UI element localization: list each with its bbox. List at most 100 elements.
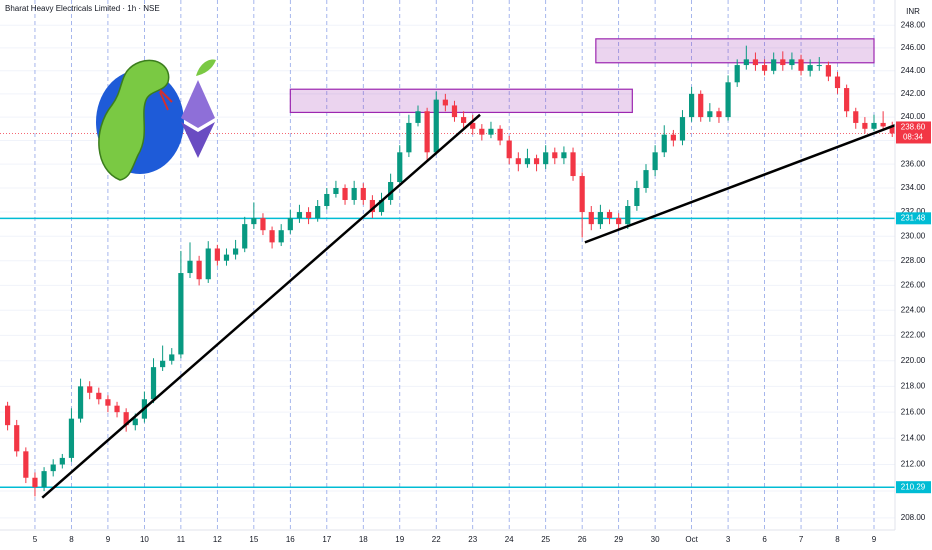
x-tick-label: 24 [505, 535, 514, 544]
candle-body [433, 99, 439, 153]
candle-body [5, 405, 11, 426]
candle-body [524, 158, 531, 165]
levels [0, 133, 895, 488]
y-tick-label: 224.00 [901, 305, 926, 314]
candle-body [397, 152, 403, 183]
candle-body [287, 218, 293, 231]
x-tick-label: 5 [33, 535, 38, 544]
candle-body [497, 128, 503, 141]
x-tick-label: 22 [432, 535, 441, 544]
candle-body [315, 206, 321, 219]
candle-body [251, 218, 257, 225]
zone [595, 38, 875, 64]
candle-body [424, 111, 430, 153]
candle-body [862, 122, 868, 129]
x-tick-label: 9 [106, 535, 111, 544]
chart-title: Bharat Heavy Electricals Limited · 1h · … [5, 4, 160, 13]
candle-body [716, 111, 722, 118]
candle-body [698, 93, 704, 118]
y-tick-label: 246.00 [901, 43, 926, 52]
candle-body [825, 65, 831, 77]
candle-body [889, 126, 895, 134]
x-tick-label: 10 [140, 535, 149, 544]
candle-body [871, 122, 877, 129]
last-price-tag [896, 121, 931, 144]
candle-body [233, 248, 239, 255]
y-tick-label: 226.00 [901, 281, 926, 290]
level-tag [896, 212, 931, 225]
candle-body [479, 128, 485, 135]
candle-body [196, 260, 202, 280]
x-tick-label: 6 [762, 535, 767, 544]
candle-body [388, 182, 394, 200]
candle-body [798, 59, 804, 71]
candle-body [360, 187, 366, 200]
candle-body [260, 218, 266, 231]
zones [289, 38, 875, 114]
candle-body [588, 212, 594, 225]
candle-body [269, 230, 275, 243]
candle-body [278, 230, 284, 243]
candle-body [543, 152, 549, 165]
candle-body [470, 122, 476, 129]
candle-body [689, 93, 695, 118]
x-tick-label: 16 [286, 535, 295, 544]
candle-body [242, 224, 248, 249]
zone [289, 88, 633, 114]
logo [96, 59, 216, 181]
last-price-label: 238.60 [901, 123, 926, 132]
y-tick-label: 232.00 [901, 207, 926, 216]
logo-snake [98, 59, 170, 181]
candle-body [342, 187, 348, 200]
y-tick-label: 228.00 [901, 256, 926, 265]
x-tick-label: 18 [359, 535, 368, 544]
level-tag [896, 481, 931, 494]
candle-body [752, 59, 759, 66]
x-tick-label: 29 [614, 535, 623, 544]
logo-tongue [159, 89, 173, 111]
candle-body [23, 451, 29, 478]
trendline [584, 124, 896, 244]
y-tick-label: 218.00 [901, 381, 926, 390]
candle-body [451, 105, 458, 118]
y-tick-label: 212.00 [901, 460, 926, 469]
candle-body [661, 134, 667, 153]
candle-body [652, 152, 658, 171]
candle-body [169, 354, 175, 361]
candle-body [461, 117, 467, 123]
candle-body [643, 170, 649, 188]
x-tick-label: Oct [685, 535, 698, 544]
candle-body [771, 59, 777, 71]
candle-body [570, 152, 576, 177]
x-tick-label: 12 [213, 535, 222, 544]
candle-body [123, 412, 129, 426]
y-tick-label: 222.00 [901, 331, 926, 340]
candle-body [634, 187, 640, 207]
y-tick-label: 216.00 [901, 407, 926, 416]
candle-body [68, 418, 75, 458]
candle-body [324, 193, 330, 207]
trendlines [41, 113, 896, 499]
axis-background [895, 0, 932, 550]
logo-eth-bottom [181, 122, 215, 158]
y-tick-label: 208.00 [901, 513, 926, 522]
x-tick-label: 11 [177, 535, 186, 544]
candle-body [707, 111, 713, 118]
x-tick-label: 26 [578, 535, 587, 544]
x-tick-label: 19 [395, 535, 404, 544]
x-tick-label: 3 [726, 535, 731, 544]
x-tick-label: 30 [651, 535, 660, 544]
candle-body [853, 111, 859, 123]
x-tick-label: 9 [872, 535, 877, 544]
y-tick-label: 240.00 [901, 112, 926, 121]
candle-body [87, 386, 93, 393]
candle-body [41, 471, 47, 488]
y-tick-label: 214.00 [901, 433, 926, 442]
logo-eth-top [181, 80, 215, 128]
candle-body [816, 65, 822, 67]
x-tick-label: 25 [541, 535, 550, 544]
candle-body [296, 212, 303, 219]
candle-body [670, 134, 676, 141]
candle-body [187, 260, 193, 274]
candle-body [579, 176, 585, 213]
